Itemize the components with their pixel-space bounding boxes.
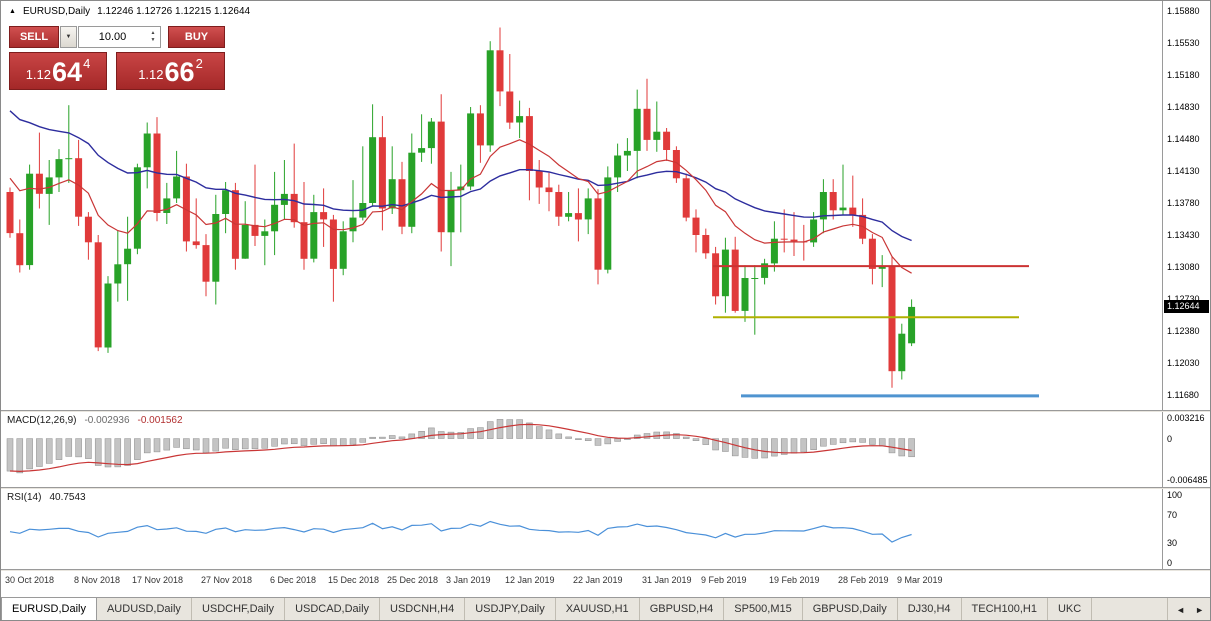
price-scale-tick: 1.13780 [1167,198,1200,208]
time-axis-label: 22 Jan 2019 [573,575,623,585]
tab-scroll-arrows: ◄ ► [1167,598,1210,620]
candlestick-chart[interactable] [1,1,1164,410]
chart-tab-usdchf-daily[interactable]: USDCHF,Daily [192,598,286,620]
rsi-scale-tick: 70 [1167,510,1178,520]
time-axis-label: 6 Dec 2018 [270,575,317,585]
chart-tab-gbpusd-h4[interactable]: GBPUSD,H4 [640,598,725,620]
volume-spinner[interactable]: ▲ ▼ [147,28,159,46]
time-axis-label: 12 Jan 2019 [505,575,555,585]
time-axis-label: 8 Nov 2018 [74,575,121,585]
price-scale-tick: 1.12030 [1167,358,1200,368]
chart-header: ▲ EURUSD,Daily 1.12246 1.12726 1.12215 1… [9,6,250,17]
buy-price-prefix: 1.12 [138,67,164,82]
rsi-value: 40.7543 [49,492,86,503]
time-axis-label: 31 Jan 2019 [642,575,692,585]
rsi-scale-tick: 100 [1167,490,1183,500]
chart-tab-eurusd-daily[interactable]: EURUSD,Daily [1,598,97,620]
time-axis-label: 25 Dec 2018 [387,575,439,585]
chart-tab-dj30-h4[interactable]: DJ30,H4 [898,598,962,620]
chart-tab-xauusd-h1[interactable]: XAUUSD,H1 [556,598,640,620]
rsi-label: RSI(14) 40.7543 [7,492,86,503]
price-scale-tick: 1.14130 [1167,166,1200,176]
chart-tab-bar: EURUSD,Daily AUDUSD,Daily USDCHF,Daily USDC… [1,597,1210,620]
chevron-down-icon: ▼ [65,34,72,40]
macd-main-value: -0.002936 [84,415,130,426]
pane-separator[interactable] [1,487,1210,489]
time-axis-label: 27 Nov 2018 [201,575,253,585]
price-scale-tick: 1.15880 [1167,6,1200,16]
chart-ohlc-values: 1.12246 1.12726 1.12215 1.12644 [97,6,251,17]
tab-strip: EURUSD,Daily AUDUSD,Daily USDCHF,Daily USDC… [1,598,1167,620]
chart-tab-usdcad-daily[interactable]: USDCAD,Daily [285,598,381,620]
rsi-name: RSI(14) [7,492,42,503]
buy-price-big: 66 [164,57,195,87]
scroll-left-icon[interactable]: ◄ [1176,605,1186,615]
chart-tab-tech100-h1[interactable]: TECH100,H1 [962,598,1048,620]
one-click-trading-panel: SELL ▼ 10.00 ▲ ▼ BUY 1.12 64 4 1.12 66 2 [9,26,225,92]
current-price-badge: 1.12644 [1164,300,1209,313]
macd-indicator-chart[interactable] [1,412,1164,486]
sell-price-prefix: 1.12 [25,67,52,82]
chart-tab-audusd-daily[interactable]: AUDUSD,Daily [97,598,192,620]
rsi-scale-tick: 0 [1167,558,1173,568]
macd-signal-value: -0.001562 [137,415,183,426]
time-axis[interactable]: 30 Oct 2018 8 Nov 2018 17 Nov 2018 27 Nov 2… [1,570,1164,597]
time-axis-label: 3 Jan 2019 [446,575,491,585]
price-scale-tick: 1.15530 [1167,38,1200,48]
rsi-indicator-chart[interactable] [1,489,1164,569]
price-scale-column[interactable]: 1.12644 1.15880 1.15530 1.15180 1.14830 1.14… [1162,1,1210,597]
time-axis-label: 30 Oct 2018 [5,575,55,585]
chart-tab-ukc[interactable]: UKC [1048,598,1093,620]
rsi-scale-tick: 30 [1167,538,1178,548]
chart-icon: ▲ [9,7,16,15]
price-scale-tick: 1.13430 [1167,230,1200,240]
scroll-right-icon[interactable]: ► [1195,605,1204,615]
macd-name: MACD(12,26,9) [7,415,77,426]
macd-label: MACD(12,26,9) -0.002936 -0.001562 [7,415,183,426]
chart-tab-usdcnh-h4[interactable]: USDCNH,H4 [380,598,466,620]
time-axis-label: 9 Feb 2019 [701,575,747,585]
sell-price-display[interactable]: 1.12 64 4 [9,52,107,90]
chart-symbol-label: EURUSD,Daily [22,6,91,17]
volume-input[interactable]: 10.00 ▲ ▼ [78,26,161,48]
chart-tab-usdjpy-daily[interactable]: USDJPY,Daily [465,598,556,620]
price-scale-tick: 1.12730 [1167,294,1200,304]
price-scale-tick: 1.13080 [1167,262,1200,272]
volume-dropdown-button[interactable]: ▼ [60,26,77,48]
chart-tab-gbpusd-daily[interactable]: GBPUSD,Daily [803,598,898,620]
spinner-down-icon: ▼ [150,37,156,43]
price-scale-tick: 1.12380 [1167,326,1200,336]
macd-scale-tick: 0 [1167,434,1173,444]
sell-price-sup: 4 [83,56,91,71]
chart-tab-sp500-m15[interactable]: SP500,M15 [724,598,803,620]
price-scale-tick: 1.15180 [1167,70,1200,80]
sell-button[interactable]: SELL [9,26,59,48]
pane-separator [1,569,1210,571]
price-scale-tick: 1.11680 [1167,390,1199,400]
price-scale-tick: 1.14480 [1167,134,1200,144]
macd-scale-tick: -0.006485 [1167,475,1208,485]
macd-scale-tick: 0.003216 [1167,413,1205,423]
buy-button[interactable]: BUY [168,26,225,48]
time-axis-label: 17 Nov 2018 [132,575,184,585]
price-scale-tick: 1.14830 [1167,102,1200,112]
spinner-up-icon: ▲ [150,30,156,36]
time-axis-label: 9 Mar 2019 [897,575,943,585]
time-axis-label: 19 Feb 2019 [769,575,820,585]
time-axis-label: 28 Feb 2019 [838,575,889,585]
buy-price-sup: 2 [195,56,203,71]
pane-separator[interactable] [1,410,1210,412]
volume-value: 10.00 [98,31,127,43]
time-axis-label: 15 Dec 2018 [328,575,380,585]
sell-price-big: 64 [52,57,83,87]
buy-price-display[interactable]: 1.12 66 2 [116,52,225,90]
